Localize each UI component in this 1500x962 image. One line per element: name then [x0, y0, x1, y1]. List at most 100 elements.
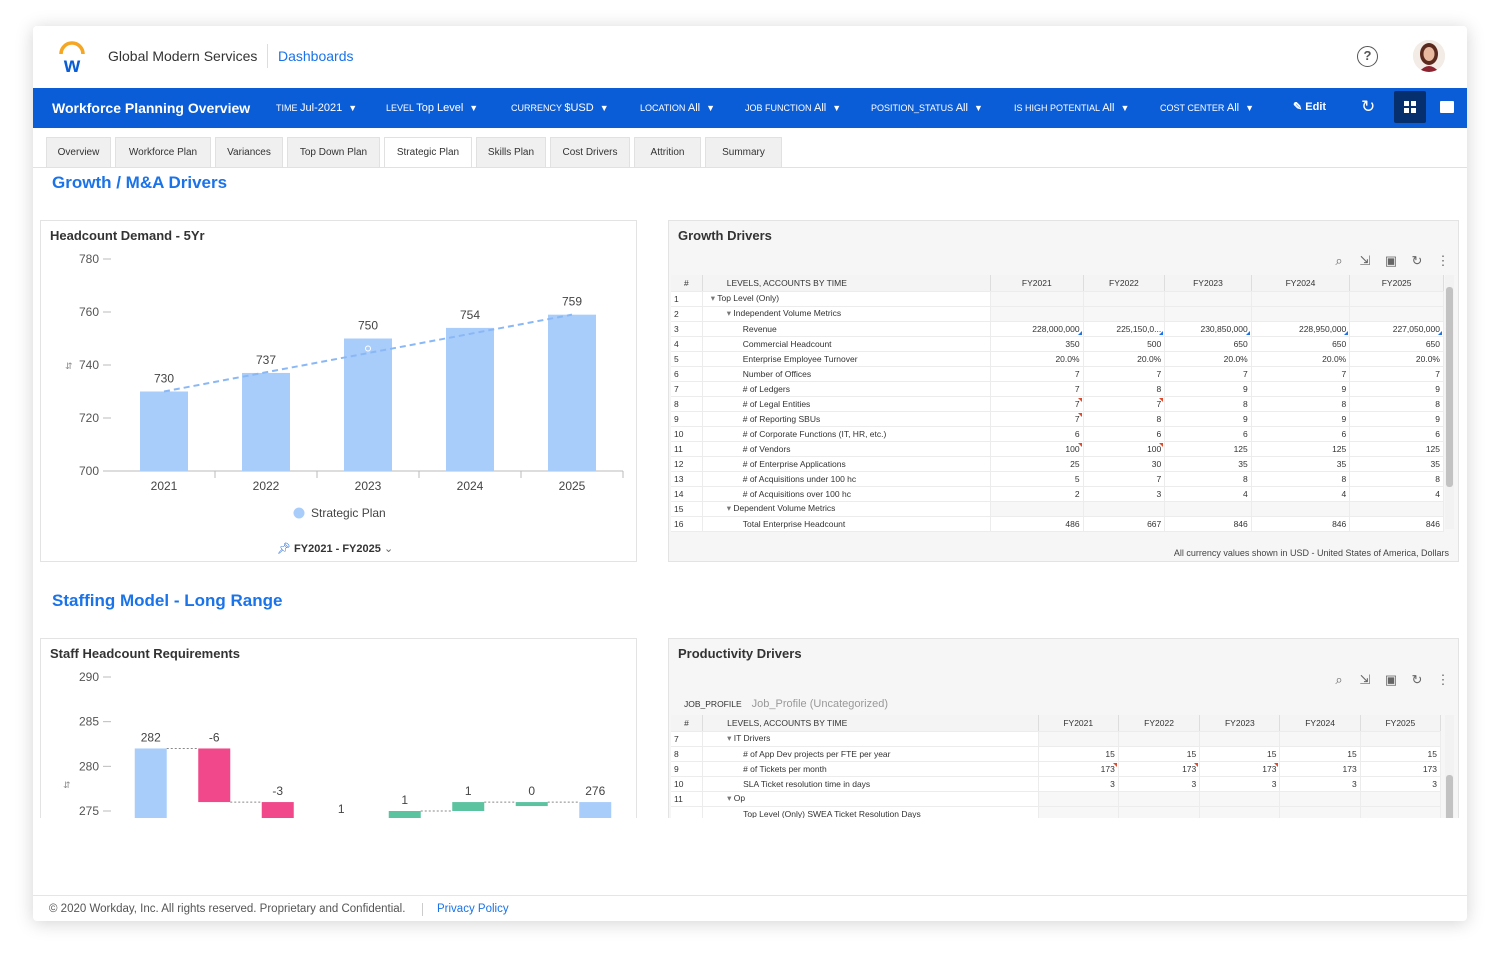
- cell-value[interactable]: [1279, 731, 1361, 747]
- refresh-icon[interactable]: ↻: [1411, 672, 1423, 687]
- cell-value[interactable]: 9: [1349, 381, 1444, 397]
- cell-value[interactable]: 7: [1083, 366, 1166, 382]
- cell-value[interactable]: 650: [1164, 336, 1252, 352]
- waterfall-bar[interactable]: [134, 748, 167, 831]
- cell-value[interactable]: [1251, 306, 1351, 322]
- cell-value[interactable]: 6: [1164, 426, 1252, 442]
- cell-value[interactable]: 7: [1164, 366, 1252, 382]
- cell-value[interactable]: 125: [1349, 441, 1444, 457]
- cell-value[interactable]: 9: [1251, 381, 1351, 397]
- date-range-selector[interactable]: 📌︎ FY2021 - FY2025 ⌄: [277, 542, 393, 555]
- cell-value[interactable]: [1083, 501, 1166, 517]
- cell-value[interactable]: 7: [1083, 396, 1166, 412]
- export-icon[interactable]: ⇲: [1359, 672, 1371, 687]
- cell-value[interactable]: 6: [990, 426, 1084, 442]
- bar[interactable]: [344, 338, 392, 472]
- tab-top-down-plan[interactable]: Top Down Plan: [287, 137, 380, 167]
- cell-value[interactable]: 5: [990, 471, 1084, 487]
- filter-high-potential[interactable]: IS HIGH POTENTIAL All ▼: [1014, 102, 1129, 114]
- column-header[interactable]: FY2024: [1251, 275, 1351, 292]
- cell-value[interactable]: 35: [1349, 456, 1444, 472]
- refresh-icon[interactable]: ↻: [1411, 253, 1423, 268]
- tab-cost-drivers[interactable]: Cost Drivers: [550, 137, 630, 167]
- cell-value[interactable]: [1199, 731, 1281, 747]
- cell-value[interactable]: 7: [990, 366, 1084, 382]
- refresh-icon[interactable]: ↻: [1361, 97, 1376, 116]
- cell-value[interactable]: 6: [1251, 426, 1351, 442]
- waterfall-bar[interactable]: [198, 748, 231, 803]
- cell-value[interactable]: 650: [1251, 336, 1351, 352]
- cell-value[interactable]: 100: [1083, 441, 1166, 457]
- cell-value[interactable]: 173: [1038, 761, 1119, 777]
- cell-value[interactable]: 4: [1349, 486, 1444, 502]
- cell-value[interactable]: 20.0%: [1164, 351, 1252, 367]
- help-icon[interactable]: ?: [1357, 46, 1378, 67]
- video-icon[interactable]: [1440, 101, 1454, 113]
- expand-icon[interactable]: ▾: [726, 308, 734, 318]
- cell-value[interactable]: 7: [1083, 471, 1166, 487]
- cell-value[interactable]: [990, 501, 1084, 517]
- cell-value[interactable]: 8: [1349, 396, 1444, 412]
- tab-skills-plan[interactable]: Skills Plan: [476, 137, 546, 167]
- cell-value[interactable]: 8: [1164, 396, 1252, 412]
- cell-value[interactable]: 8: [1349, 471, 1444, 487]
- table-row[interactable]: 9 # of Reporting SBUs 7 8 9 9 9: [671, 411, 1444, 427]
- expand-icon[interactable]: ▾: [727, 733, 734, 743]
- column-header[interactable]: FY2025: [1349, 275, 1444, 292]
- cell-value[interactable]: [1083, 291, 1166, 307]
- cell-value[interactable]: 20.0%: [1349, 351, 1444, 367]
- cell-value[interactable]: [1118, 731, 1201, 747]
- table-row[interactable]: 13 # of Acquisitions under 100 hc 5 7 8 8 8: [671, 471, 1444, 487]
- cell-value[interactable]: 6: [1083, 426, 1166, 442]
- waterfall-bar[interactable]: [388, 811, 421, 820]
- more-icon[interactable]: ⋮: [1436, 672, 1450, 687]
- cell-value[interactable]: [1349, 306, 1444, 322]
- table-row[interactable]: 16 Total Enterprise Headcount 486 667 846 846…: [671, 516, 1444, 532]
- bar[interactable]: [242, 372, 290, 471]
- table-row[interactable]: 2 ▾ Independent Volume Metrics: [671, 306, 1444, 322]
- cell-value[interactable]: 15: [1038, 746, 1119, 762]
- filter-time[interactable]: TIME Jul-2021 ▼: [276, 102, 357, 114]
- cell-value[interactable]: 846: [1349, 516, 1444, 532]
- filter-currency[interactable]: CURRENCY $USD ▼: [511, 102, 609, 114]
- cell-value[interactable]: 20.0%: [1083, 351, 1166, 367]
- waterfall-bar[interactable]: [515, 802, 548, 807]
- cell-value[interactable]: 4: [1251, 486, 1351, 502]
- axis-toggle-icon[interactable]: ⇵: [63, 780, 71, 790]
- vertical-scrollbar[interactable]: [1445, 275, 1454, 529]
- cell-value[interactable]: 3: [1038, 776, 1119, 792]
- privacy-policy-link[interactable]: Privacy Policy: [437, 903, 509, 915]
- cell-value[interactable]: 2: [990, 486, 1084, 502]
- waterfall-bar[interactable]: [452, 802, 485, 811]
- cell-value[interactable]: 9: [1164, 411, 1252, 427]
- export-icon[interactable]: ⇲: [1359, 253, 1371, 268]
- table-row[interactable]: 10 # of Corporate Functions (IT, HR, etc.…: [671, 426, 1444, 442]
- cell-value[interactable]: [1349, 501, 1444, 517]
- column-header[interactable]: FY2023: [1164, 275, 1252, 292]
- cell-value[interactable]: 173: [1118, 761, 1201, 777]
- table-row[interactable]: 12 # of Enterprise Applications 25 30 35 35 35: [671, 456, 1444, 472]
- cell-value[interactable]: 6: [1349, 426, 1444, 442]
- cell-value[interactable]: [1360, 791, 1442, 807]
- job-profile-filter[interactable]: JOB_PROFILE Job_Profile (Uncategorized): [684, 698, 888, 710]
- cell-value[interactable]: [990, 291, 1084, 307]
- cell-value[interactable]: [1164, 291, 1252, 307]
- column-header[interactable]: FY2022: [1118, 715, 1201, 732]
- cell-value[interactable]: 20.0%: [990, 351, 1084, 367]
- cell-value[interactable]: 3: [1083, 486, 1166, 502]
- filter-position-status[interactable]: POSITION_STATUS All ▼: [871, 102, 983, 114]
- table-row[interactable]: 1 ▾ Top Level (Only): [671, 291, 1444, 307]
- cell-value[interactable]: 7: [1251, 366, 1351, 382]
- column-header[interactable]: FY2021: [990, 275, 1084, 292]
- search-icon[interactable]: ⌕: [1335, 253, 1343, 268]
- cell-value[interactable]: 25: [990, 456, 1084, 472]
- filter-cost-center[interactable]: COST CENTER All ▼: [1160, 102, 1254, 114]
- column-header[interactable]: FY2025: [1360, 715, 1442, 732]
- cell-value[interactable]: 3: [1199, 776, 1281, 792]
- cell-value[interactable]: 9: [1349, 411, 1444, 427]
- cell-value[interactable]: 8: [1164, 471, 1252, 487]
- cell-value[interactable]: 125: [1251, 441, 1351, 457]
- cell-value[interactable]: [1038, 731, 1119, 747]
- column-header[interactable]: FY2024: [1279, 715, 1361, 732]
- cell-value[interactable]: 500: [1083, 336, 1166, 352]
